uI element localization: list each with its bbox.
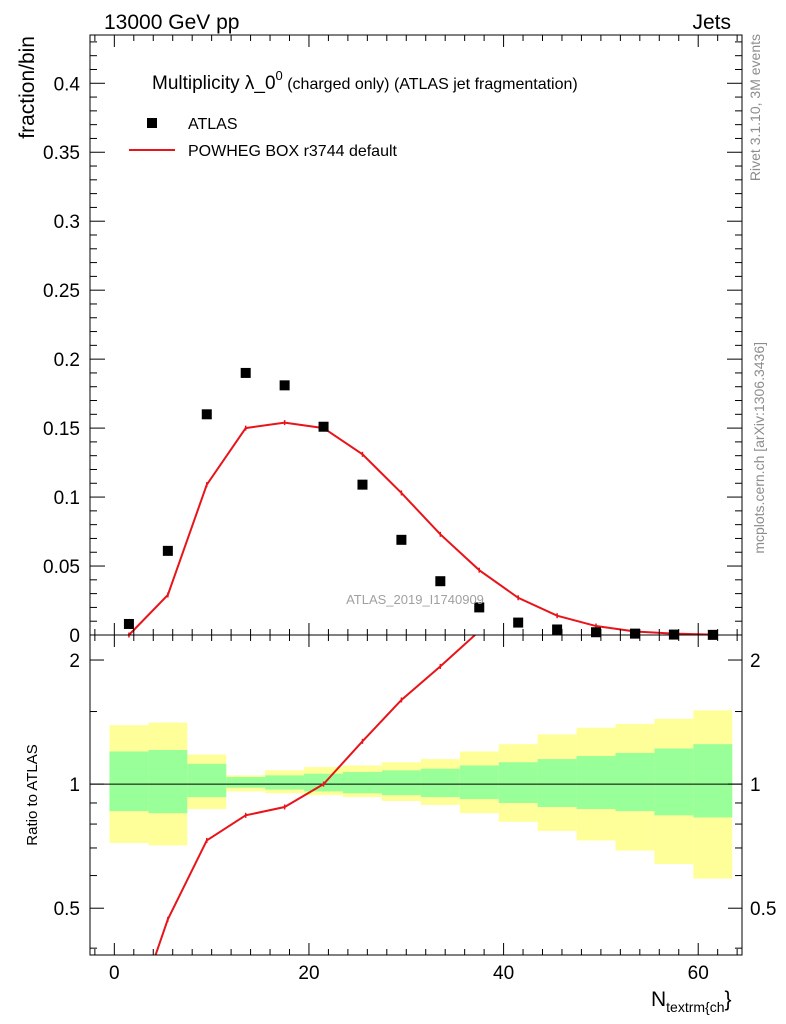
legend-atlas-marker bbox=[147, 118, 157, 128]
atlas-data-point bbox=[513, 617, 524, 628]
atlas-data-point bbox=[474, 602, 485, 613]
y-tick-label: 0.15 bbox=[43, 419, 80, 440]
ratio-band-green-bin bbox=[265, 775, 305, 790]
axis-ticks bbox=[90, 35, 742, 955]
axis-tick-labels: 0 20 40 60 0 0.05 0.1 0.15 0.2 0.25 0.3 0.35 0.4 0.5 0… bbox=[43, 74, 776, 984]
ratio-tick-label-left: 1 bbox=[69, 775, 80, 796]
ratio-band-green-bin bbox=[187, 763, 227, 798]
atlas-data-point bbox=[435, 576, 446, 587]
y-tick-label: 0.2 bbox=[54, 350, 80, 371]
x-axis-label: Ntextrm{ch} bbox=[651, 988, 732, 1015]
ratio-band-green-bin bbox=[226, 777, 266, 788]
chart-title: Multiplicity λ_00 (charged only) (ATLAS … bbox=[152, 68, 578, 94]
atlas-data-point bbox=[123, 618, 134, 629]
ratio-tick-label-right: 1 bbox=[750, 775, 761, 796]
y-tick-label: 0.35 bbox=[43, 143, 80, 164]
ratio-band-green-bin bbox=[343, 772, 382, 794]
x-tick-label: 20 bbox=[298, 963, 319, 984]
ratio-band-green-bin bbox=[109, 751, 149, 812]
ratio-band-green bbox=[109, 744, 733, 818]
x-label-main: N bbox=[651, 988, 666, 1011]
atlas-data-point bbox=[591, 627, 602, 638]
ratio-tick-label-right: 0.5 bbox=[750, 899, 776, 920]
ratio-band-green-bin bbox=[693, 744, 733, 818]
ratio-band-green-bin bbox=[459, 765, 499, 800]
x-tick-label: 0 bbox=[109, 963, 120, 984]
y-tick-label: 0.25 bbox=[43, 281, 80, 302]
header-left: 13000 GeV pp bbox=[104, 11, 239, 34]
rivet-version-text: Rivet 3.1.10, 3M events bbox=[747, 34, 763, 181]
ratio-band-green-bin bbox=[576, 756, 616, 810]
atlas-data-point bbox=[552, 624, 563, 635]
atlas-data-point bbox=[396, 534, 407, 545]
ratio-band-green-bin bbox=[654, 748, 694, 816]
ratio-frame bbox=[89, 634, 743, 956]
mcplots-text: mcplots.cern.ch [arXiv:1306.3436] bbox=[751, 342, 767, 554]
x-label-sub: textrm{ch bbox=[666, 999, 724, 1015]
ratio-band-green-bin bbox=[537, 759, 577, 808]
ratio-band-green-bin bbox=[615, 752, 655, 812]
ratio-band-green-bin bbox=[498, 762, 538, 803]
analysis-tag: ATLAS_2019_I1740909 bbox=[346, 592, 484, 607]
y-tick-label: 0.05 bbox=[43, 557, 80, 578]
atlas-data-point bbox=[201, 409, 212, 420]
title-main: Multiplicity λ_0 bbox=[152, 73, 276, 94]
atlas-data-point bbox=[279, 380, 290, 391]
ratio-y-axis-label: Ratio to ATLAS bbox=[24, 744, 41, 845]
ratio-clipped-group bbox=[154, 635, 477, 955]
ratio-tick-label-right: 2 bbox=[750, 651, 761, 672]
x-tick-label: 60 bbox=[688, 963, 709, 984]
atlas-data-point bbox=[357, 479, 368, 490]
ratio-line bbox=[154, 635, 477, 955]
ratio-series-layer bbox=[154, 635, 477, 955]
ratio-band-green-bin bbox=[381, 770, 421, 796]
atlas-data-point bbox=[162, 545, 173, 556]
legend-powheg-label: POWHEG BOX r3744 default bbox=[188, 143, 398, 160]
x-tick-label: 40 bbox=[493, 963, 514, 984]
legend-atlas-label: ATLAS bbox=[188, 116, 238, 133]
title-rest: (charged only) (ATLAS jet fragmentation) bbox=[283, 76, 578, 93]
powheg-line bbox=[128, 421, 713, 636]
ratio-tick-label-left: 0.5 bbox=[54, 899, 80, 920]
y-tick-label: 0.3 bbox=[54, 212, 80, 233]
y-tick-label: 0.1 bbox=[54, 488, 80, 509]
header-right: Jets bbox=[692, 11, 731, 34]
atlas-data-point bbox=[318, 421, 329, 432]
ratio-band-green-bin bbox=[148, 749, 188, 814]
y-tick-label: 0 bbox=[69, 626, 80, 647]
title-superscript: 0 bbox=[276, 68, 283, 83]
atlas-data-point bbox=[629, 628, 640, 639]
x-label-end: } bbox=[725, 988, 732, 1011]
y-axis-label: fraction/bin bbox=[16, 36, 39, 139]
ratio-band-green-bin bbox=[420, 768, 460, 798]
atlas-data-point bbox=[240, 367, 251, 378]
ratio-tick-label-left: 2 bbox=[69, 651, 80, 672]
y-tick-label: 0.4 bbox=[54, 74, 81, 95]
